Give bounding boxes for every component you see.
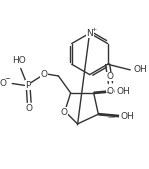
Text: —: — bbox=[103, 89, 110, 95]
Text: OH: OH bbox=[116, 87, 130, 95]
Text: O: O bbox=[60, 108, 67, 117]
Text: +: + bbox=[91, 27, 97, 32]
Text: OH: OH bbox=[133, 65, 147, 74]
Text: OH: OH bbox=[121, 112, 135, 120]
Text: O: O bbox=[107, 87, 114, 96]
Text: HO: HO bbox=[12, 56, 26, 65]
Text: −: − bbox=[5, 76, 10, 82]
Text: O: O bbox=[41, 70, 48, 79]
Text: O: O bbox=[26, 104, 33, 113]
Text: —: — bbox=[108, 114, 115, 120]
Text: P: P bbox=[26, 81, 31, 90]
Text: O: O bbox=[107, 72, 114, 81]
Text: N: N bbox=[86, 29, 93, 38]
Text: O: O bbox=[0, 79, 7, 88]
